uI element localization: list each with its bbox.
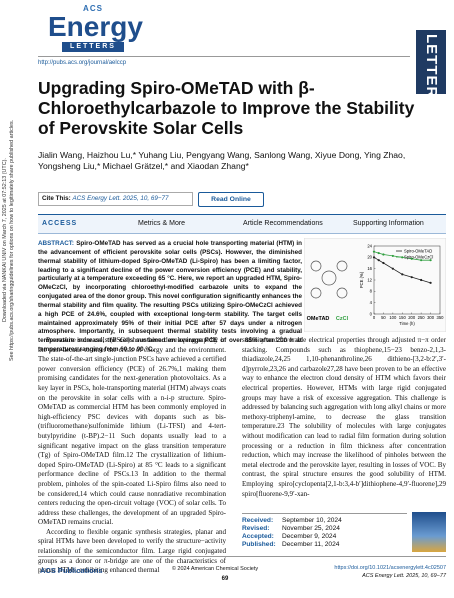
series-point [420, 259, 423, 262]
y-tick-label: 12 [367, 277, 372, 282]
x-axis-label: Time (h) [399, 321, 415, 326]
series-point [410, 276, 413, 279]
x-tick-label: 150 [399, 315, 407, 320]
section-tab: LETTER [416, 30, 446, 98]
access-link[interactable]: Metrics & More [138, 220, 186, 227]
download-note: Downloaded via NANKAI UNIV on March 7, 2… [2, 40, 16, 440]
copyright: © 2024 American Chemical Society [171, 566, 259, 572]
history-row: Received: September 10, 2024 [242, 517, 407, 525]
series-point [391, 267, 394, 270]
footer-ref: https://doi.org/10.1021/acsenergylett.4c… [334, 564, 446, 580]
history-label: Published: [242, 541, 276, 548]
abstract-text: Spiro-OMeTAD has served as a crucial hol… [38, 240, 303, 354]
series-point [372, 256, 376, 259]
download-line: See https://pubs.acs.org/sharingguidelin… [9, 119, 15, 361]
rule [38, 56, 410, 57]
series-point [377, 251, 380, 255]
logo-letters: LETTERS [62, 42, 124, 52]
doi[interactable]: https://doi.org/10.1021/acsenergylett.4c… [334, 565, 446, 571]
series-point [420, 278, 423, 282]
history-date: December 9, 2024 [282, 533, 337, 540]
x-tick-label: 250 [418, 315, 426, 320]
publisher-logo: ACS Publications [40, 566, 103, 575]
history-row: Revised: November 25, 2024 [242, 525, 407, 533]
abstract-label: ABSTRACT: [38, 240, 75, 247]
x-tick-label: 350 [437, 315, 445, 320]
x-tick-label: 300 [427, 315, 435, 320]
legend-label: Spiro-OMeCzCl [404, 254, 433, 259]
x-tick-label: 200 [408, 315, 416, 320]
logo-energy: Energy [48, 11, 143, 42]
download-line: Downloaded via NANKAI UNIV on March 7, 2… [2, 158, 8, 322]
body-column-left: Perovskite solar cells (PSCs) have been … [38, 336, 226, 576]
y-tick-label: 0 [370, 311, 373, 316]
journal-logo: ACS Energy LETTERS [48, 4, 143, 52]
cite-box: Cite This: ACS Energy Lett. 2025, 10, 69… [38, 192, 193, 206]
section-label: LETTER [423, 34, 440, 99]
history-row: Accepted: December 9, 2024 [242, 533, 407, 541]
cite-label: Cite This: [42, 195, 71, 202]
history-label: Accepted: [242, 533, 274, 540]
access-bar: ACCESS Metrics & More Article Recommenda… [38, 214, 446, 234]
molecule-sketch [310, 260, 348, 299]
page-number: 69 [221, 576, 229, 582]
history-date: September 10, 2024 [282, 517, 342, 524]
history-label: Revised: [242, 525, 270, 532]
access-label: ACCESS [42, 220, 78, 227]
y-tick-label: 4 [370, 300, 373, 305]
series-point [429, 281, 432, 284]
authors: Jialin Wang, Haizhou Lu,* Yuhang Liu, Pe… [38, 150, 406, 171]
molecule-label: OMeTAD [307, 316, 330, 322]
access-link[interactable]: Supporting Information [353, 220, 424, 227]
history-date: November 25, 2024 [282, 525, 340, 532]
series-point [382, 253, 385, 256]
y-tick-label: 16 [367, 266, 372, 271]
series-point [429, 259, 432, 262]
y-tick-label: 24 [367, 243, 372, 248]
x-tick-label: 50 [381, 315, 386, 320]
y-axis-label: PCE (%) [359, 271, 364, 288]
abstract: ABSTRACT: Spiro-OMeTAD has served as a c… [38, 240, 302, 355]
journal-cover [412, 512, 446, 552]
footer-citation: ACS Energy Lett. 2025, 10, 69−77 [362, 573, 446, 579]
history-row: Published: December 11, 2024 [242, 541, 407, 549]
series-point [372, 250, 376, 253]
body-column-right: stability and favorable electrical prope… [242, 336, 446, 499]
x-tick-label: 0 [373, 315, 376, 320]
x-tick-label: 100 [389, 315, 397, 320]
history-date: December 11, 2024 [282, 541, 340, 548]
series-point [382, 261, 385, 265]
history: Received: September 10, 2024 Revised: Nove… [242, 513, 407, 549]
series-point [410, 257, 413, 260]
series-point [391, 254, 394, 258]
legend-label: Spiro-OMeTAD [404, 248, 432, 253]
read-online-button[interactable]: Read Online [198, 192, 264, 207]
series-point [377, 259, 380, 262]
rule [38, 556, 446, 557]
logo-acs: ACS [83, 4, 103, 13]
series-point [401, 273, 404, 276]
access-link[interactable]: Article Recommendations [243, 220, 323, 227]
citation[interactable]: ACS Energy Lett. 2025, 10, 69−77 [72, 195, 169, 202]
y-tick-label: 8 [370, 289, 373, 294]
paragraph: stability and favorable electrical prope… [242, 336, 446, 498]
history-label: Received: [242, 517, 274, 524]
toc-graphic: OMeTAD CzCl 0 50 100 150 200 250 300 350 0 4 8 12 16… [304, 238, 446, 332]
article-title: Upgrading Spiro-OMeTAD with β-Chloroethy… [38, 78, 415, 138]
molecule-label: CzCl [336, 316, 349, 322]
y-tick-label: 20 [367, 255, 372, 260]
journal-url[interactable]: http://pubs.acs.org/journal/aelccp [38, 60, 127, 66]
paragraph: According to flexible organic synthesis … [38, 527, 226, 575]
paragraph: Perovskite solar cells (PSCs) have been … [38, 336, 226, 527]
